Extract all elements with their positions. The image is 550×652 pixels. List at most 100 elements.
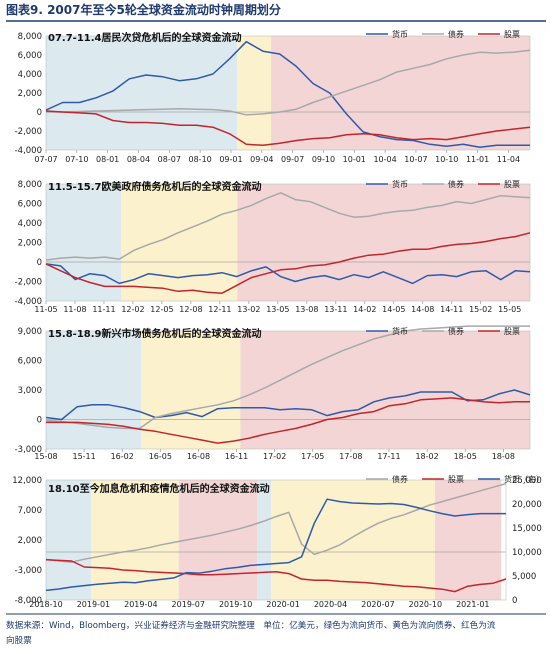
- x-tick-label: 09-01: [219, 155, 242, 164]
- y-tick-label: 2,000: [18, 536, 42, 546]
- phase-band-money: [46, 36, 238, 150]
- x-tick-label: 2019-04: [124, 600, 157, 609]
- x-tick-label: 11-05: [34, 305, 57, 314]
- x-tick-label: 13-11: [324, 305, 347, 314]
- y-tick-label: 2,000: [18, 239, 42, 249]
- y-tick-label: -2,000: [15, 127, 42, 137]
- x-tick-label: 09-07: [281, 155, 304, 164]
- x-tick-label: 2021-01: [456, 600, 489, 609]
- y-right-tick-label: 15,000: [512, 524, 542, 534]
- phase-band-bond: [91, 480, 179, 600]
- x-tick-label: 12-02: [121, 305, 144, 314]
- series-line-money: [45, 263, 531, 285]
- phase-band-equity: [271, 36, 530, 150]
- legend-label-equity: 股票: [504, 327, 520, 336]
- y-tick-label: 3,000: [18, 386, 42, 396]
- x-tick-label: 11-04: [497, 155, 520, 164]
- y-tick-label: 12,000: [12, 476, 42, 486]
- y-tick-label: -8,000: [15, 596, 42, 606]
- x-tick-label: 11-11: [92, 305, 115, 314]
- y-tick-label: -3,000: [15, 566, 42, 576]
- x-tick-label: 2019-10: [219, 600, 252, 609]
- x-tick-label: 17-02: [263, 452, 286, 461]
- x-tick-label: 16-11: [225, 452, 248, 461]
- x-tick-label: 13-08: [295, 305, 318, 314]
- phase-band-equity: [178, 480, 258, 600]
- chart-title: 11.5-15.7欧美政府债务危机后的全球资金流动: [48, 180, 262, 193]
- y-tick-label: 0: [37, 108, 42, 118]
- x-tick-label: 13-02: [237, 305, 260, 314]
- y-tick-label: -2,000: [15, 278, 42, 288]
- x-tick-label: 14-02: [353, 305, 376, 314]
- x-tick-label: 17-05: [301, 452, 324, 461]
- series-line-equity: [46, 397, 530, 444]
- series-line-bond: [45, 192, 531, 261]
- phase-band-money: [46, 480, 92, 600]
- legend-label-bond: 债券: [448, 29, 464, 39]
- x-tick-label: 10-01: [343, 155, 366, 164]
- x-tick-label: 2019-07: [172, 600, 205, 609]
- series-line-money: [45, 40, 530, 148]
- series-line-bond: [45, 325, 530, 430]
- x-tick-label: 17-08: [339, 452, 362, 461]
- series-line-money: [45, 389, 531, 421]
- x-tick-label: 08-07: [158, 155, 181, 164]
- x-tick-label: 2020-07: [361, 600, 394, 609]
- phase-band-equity: [237, 184, 530, 301]
- phase-band-bond: [141, 331, 241, 449]
- legend-label-equity: 股票: [504, 180, 520, 189]
- phase-band-bond: [121, 184, 238, 301]
- x-tick-label: 15-05: [498, 305, 521, 314]
- x-tick-label: 08-01: [96, 155, 119, 164]
- chart-title: 07.7-11.4居民次贷危机后的全球资金流动: [48, 31, 242, 44]
- legend-label-money: 货币: [392, 29, 408, 39]
- series-line-equity: [45, 110, 531, 147]
- x-tick-label: 08-04: [127, 155, 150, 164]
- phase-band-money: [46, 184, 122, 301]
- x-tick-label: 16-02: [111, 452, 134, 461]
- x-tick-label: 18-02: [415, 452, 438, 461]
- plot-frame: [45, 35, 531, 151]
- x-tick-label: 16-05: [149, 452, 172, 461]
- y-right-tick-label: 5,000: [512, 572, 536, 582]
- y-tick-label: -4,000: [15, 297, 42, 307]
- plot-frame: [45, 479, 507, 601]
- x-tick-label: 18-08: [492, 452, 515, 461]
- x-tick-label: 15-08: [34, 452, 57, 461]
- legend-label-money: 货币: [392, 179, 408, 189]
- y-tick-label: 7,000: [18, 506, 42, 516]
- y-tick-label: -4,000: [15, 146, 42, 156]
- y-tick-label: 6,000: [18, 200, 42, 210]
- x-tick-label: 10-04: [373, 155, 396, 164]
- plot-frame: [45, 183, 531, 302]
- legend-label-equity: 股票: [448, 475, 464, 484]
- phase-band-bond: [237, 36, 272, 150]
- x-tick-label: 11-01: [466, 155, 489, 164]
- phase-band-bond: [271, 480, 435, 600]
- x-tick-label: 08-10: [189, 155, 212, 164]
- phase-band-equity: [434, 480, 502, 600]
- y-tick-label: 8,000: [18, 180, 42, 190]
- y-tick-label: 0: [37, 416, 42, 426]
- y-right-tick-label: 0: [512, 596, 517, 606]
- legend-label-bond: 债券: [448, 179, 464, 189]
- x-tick-label: 15-02: [469, 305, 492, 314]
- y-tick-label: 4,000: [18, 70, 42, 80]
- y-tick-label: 9,000: [18, 327, 42, 337]
- x-tick-label: 11-08: [63, 305, 86, 314]
- x-tick-label: 2020-10: [409, 600, 442, 609]
- x-tick-label: 2019-01: [77, 600, 110, 609]
- y-tick-label: 2,000: [18, 89, 42, 99]
- y-tick-label: 4,000: [18, 219, 42, 229]
- footer-source-line-2: 向股票: [6, 634, 32, 646]
- x-tick-label: 13-05: [266, 305, 289, 314]
- x-tick-label: 2020-04: [314, 600, 347, 609]
- phase-band-money: [46, 331, 142, 449]
- chart-panel-1: -4,000 -2,000 0 2,000 4,000 6,000 8,000 07-07 07…: [15, 29, 531, 164]
- legend-label-bond: 债券: [448, 326, 464, 336]
- chart-panel-2: -4,000 -2,000 0 2,000 4,000 6,000 8,000 11-05 11…: [15, 179, 531, 314]
- x-tick-label: 15-11: [72, 452, 95, 461]
- y-right-tick-label: 25,000: [512, 476, 542, 486]
- x-tick-label: 18-05: [454, 452, 477, 461]
- x-tick-label: 09-04: [250, 155, 273, 164]
